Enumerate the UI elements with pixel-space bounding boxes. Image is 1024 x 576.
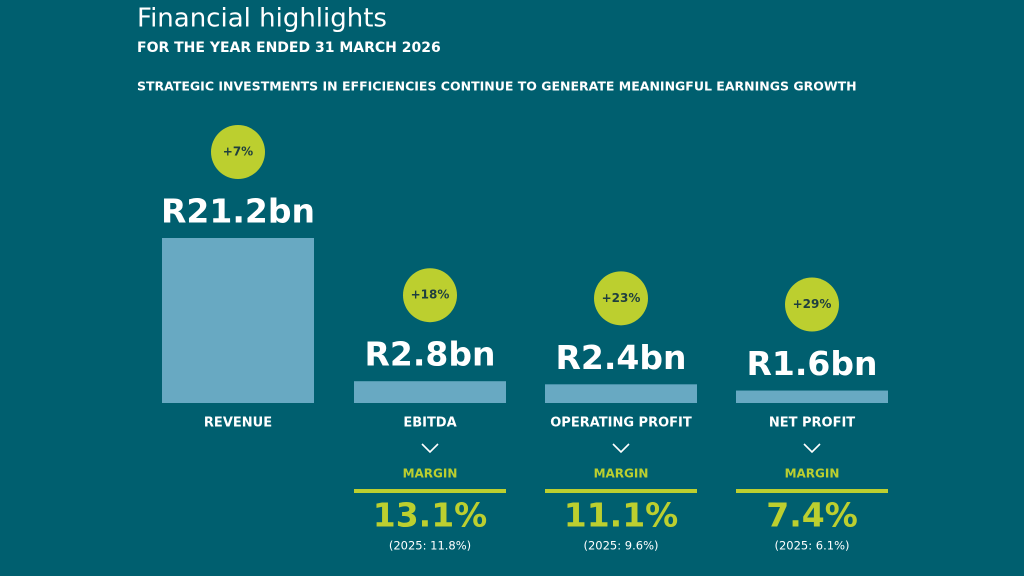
- category-label: EBITDA: [403, 416, 456, 431]
- growth-label: +23%: [602, 291, 641, 305]
- value-label: R2.8bn: [365, 335, 496, 374]
- growth-label: +18%: [411, 288, 450, 302]
- growth-badge: [594, 271, 648, 326]
- chevron: [421, 443, 439, 454]
- bar: [354, 381, 506, 403]
- growth-badge: [211, 125, 265, 179]
- prior-margin: (2025: 6.1%): [775, 539, 850, 553]
- prior-margin: (2025: 9.6%): [584, 539, 659, 553]
- margin-rule: [545, 489, 697, 493]
- bar: [162, 238, 314, 403]
- value-label: R1.6bn: [747, 344, 878, 383]
- margin-rule: [736, 489, 888, 493]
- growth-label: +29%: [793, 297, 832, 311]
- category-label: OPERATING PROFIT: [550, 416, 692, 431]
- chart-title: Financial highlights: [137, 4, 387, 34]
- category-label: NET PROFIT: [769, 416, 855, 431]
- chevron: [803, 443, 821, 454]
- category-label: REVENUE: [204, 416, 272, 431]
- margin-heading: MARGIN: [403, 467, 458, 481]
- chevron: [612, 443, 630, 454]
- growth-badge: [403, 268, 457, 323]
- margin-rule: [354, 489, 506, 493]
- margin-value: 13.1%: [373, 496, 488, 535]
- growth-badge: [785, 277, 839, 332]
- bar: [736, 390, 888, 403]
- prior-margin: (2025: 11.8%): [389, 539, 471, 553]
- margin-heading: MARGIN: [594, 467, 649, 481]
- chart-subtitle: FOR THE YEAR ENDED 31 MARCH 2026: [137, 40, 441, 56]
- headline: STRATEGIC INVESTMENTS IN EFFICIENCIES CO…: [137, 79, 857, 94]
- value-label: R2.4bn: [556, 338, 687, 377]
- margin-value: 7.4%: [766, 496, 858, 535]
- margin-heading: MARGIN: [785, 467, 840, 481]
- value-label: R21.2bn: [161, 192, 315, 231]
- growth-label: +7%: [223, 145, 253, 159]
- bar: [545, 384, 697, 403]
- margin-value: 11.1%: [564, 496, 679, 535]
